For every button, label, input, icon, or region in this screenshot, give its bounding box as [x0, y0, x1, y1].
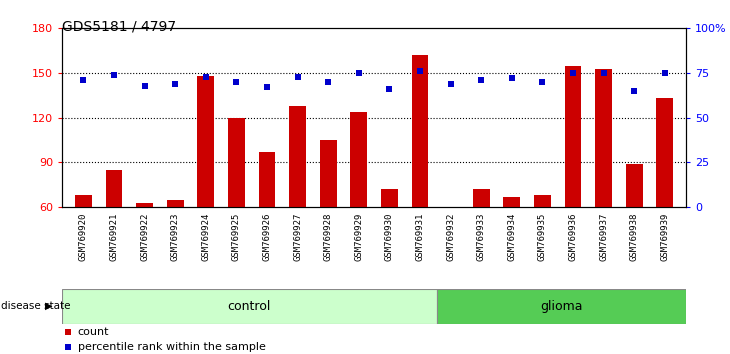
Text: GSM769930: GSM769930 [385, 213, 394, 261]
Text: GSM769926: GSM769926 [263, 213, 272, 261]
Bar [106, 170, 123, 207]
Bar [289, 106, 306, 207]
Bar [197, 76, 215, 207]
Text: GSM769928: GSM769928 [323, 213, 333, 261]
Text: GSM769929: GSM769929 [354, 213, 364, 261]
Point [292, 74, 304, 79]
Bar [381, 189, 398, 207]
Text: GSM769927: GSM769927 [293, 213, 302, 261]
Point [506, 75, 518, 81]
Bar [595, 69, 612, 207]
Bar [656, 98, 673, 207]
Point [414, 68, 426, 74]
Point [537, 79, 548, 85]
Text: GSM769936: GSM769936 [569, 213, 577, 261]
Text: GSM769932: GSM769932 [446, 213, 455, 261]
Text: GSM769920: GSM769920 [79, 213, 88, 261]
Text: glioma: glioma [540, 300, 583, 313]
Point [139, 83, 150, 88]
Point [659, 70, 671, 76]
Point [383, 86, 395, 92]
Point [445, 81, 456, 87]
Bar [626, 164, 642, 207]
Bar [504, 197, 520, 207]
Text: ▶: ▶ [45, 301, 53, 311]
Bar [167, 200, 184, 207]
Point [108, 72, 120, 78]
Point [200, 74, 212, 79]
Point [475, 77, 487, 83]
Bar [350, 112, 367, 207]
Text: GSM769921: GSM769921 [110, 213, 118, 261]
Text: GSM769923: GSM769923 [171, 213, 180, 261]
Text: GSM769933: GSM769933 [477, 213, 485, 261]
Point [231, 79, 242, 85]
Point [353, 70, 365, 76]
Text: GSM769937: GSM769937 [599, 213, 608, 261]
Bar [473, 189, 490, 207]
Text: GSM769924: GSM769924 [201, 213, 210, 261]
Point [77, 77, 89, 83]
Text: percentile rank within the sample: percentile rank within the sample [77, 342, 266, 352]
Text: count: count [77, 327, 110, 337]
Text: GSM769925: GSM769925 [232, 213, 241, 261]
Text: GSM769922: GSM769922 [140, 213, 149, 261]
Bar [137, 202, 153, 207]
Text: GSM769934: GSM769934 [507, 213, 516, 261]
Point [425, 288, 437, 293]
Text: GSM769935: GSM769935 [538, 213, 547, 261]
Text: GSM769939: GSM769939 [660, 213, 669, 261]
Point [169, 81, 181, 87]
Text: control: control [228, 300, 271, 313]
Point [629, 88, 640, 94]
Text: disease state: disease state [1, 301, 71, 311]
Point [567, 70, 579, 76]
Bar [437, 289, 686, 324]
Bar [75, 195, 92, 207]
Point [425, 155, 437, 161]
Text: GDS5181 / 4797: GDS5181 / 4797 [62, 19, 176, 34]
Bar [258, 152, 275, 207]
Bar [564, 65, 581, 207]
Text: GSM769931: GSM769931 [415, 213, 425, 261]
Text: GSM769938: GSM769938 [630, 213, 639, 261]
Bar [412, 55, 429, 207]
Point [598, 70, 610, 76]
Point [323, 79, 334, 85]
Bar [320, 140, 337, 207]
Point [261, 85, 273, 90]
Bar [228, 118, 245, 207]
Bar [62, 289, 437, 324]
Bar [534, 195, 551, 207]
